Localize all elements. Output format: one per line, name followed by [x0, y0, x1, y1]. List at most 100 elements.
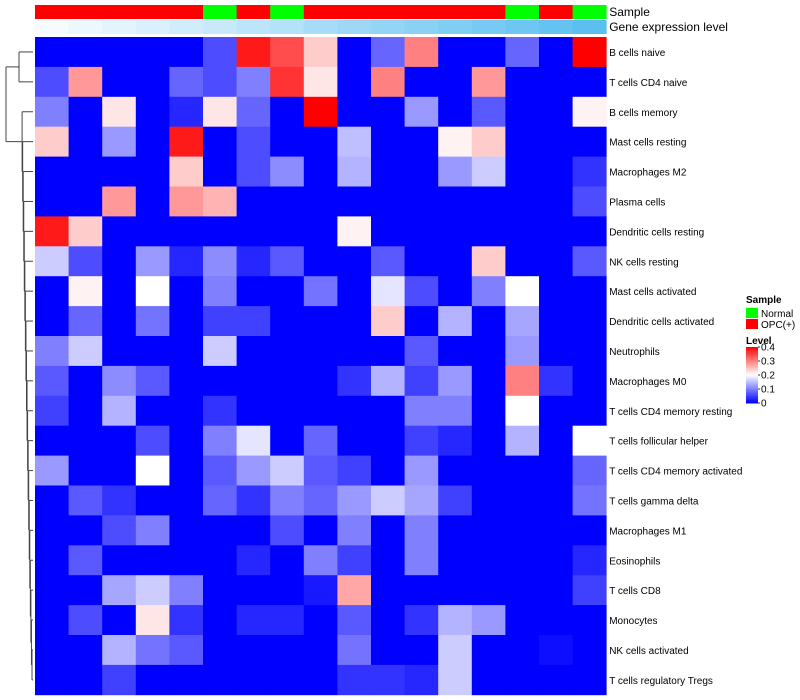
heatmap-cell [539, 126, 573, 157]
level-legend-gradient-step [746, 361, 758, 363]
heatmap-cell [303, 425, 338, 456]
heatmap-cell [404, 276, 439, 307]
heatmap-cell [438, 395, 473, 427]
sample-annotation-cell [35, 5, 69, 19]
heatmap-cell [236, 186, 271, 217]
level-legend-gradient-step [746, 394, 758, 397]
heatmap-cell [572, 126, 607, 157]
heatmap-cell [68, 605, 103, 636]
heatmap-cell [572, 455, 607, 486]
heatmap-cell [270, 664, 305, 696]
heatmap-cell [371, 96, 405, 128]
heatmap-cell [236, 126, 271, 157]
heatmap-cell [169, 605, 204, 636]
heatmap-cell [35, 365, 69, 397]
level-legend-gradient-step [746, 376, 758, 379]
heatmap-cell [337, 216, 372, 247]
row-label: Monocytes [609, 616, 657, 627]
heatmap-cell [539, 336, 573, 367]
heatmap-cell [471, 365, 506, 397]
heatmap-cell [572, 246, 607, 277]
heatmap-cell [572, 156, 607, 187]
heatmap-cell [438, 635, 473, 666]
heatmap-cell [471, 186, 506, 217]
heatmap-cell [303, 515, 338, 546]
heatmap-cell [169, 156, 204, 187]
heatmap-cell [169, 336, 204, 367]
heatmap-cell [68, 365, 103, 397]
heatmap-cell [471, 96, 506, 128]
heatmap-cell [169, 485, 204, 516]
heatmap-cell [102, 336, 137, 367]
heatmap-cell [404, 395, 439, 427]
heatmap-cell [236, 605, 271, 636]
heatmap-cell [371, 455, 405, 486]
level-legend-tick-label: 0.4 [761, 343, 775, 354]
gene-expression-track-label: Gene expression level [609, 20, 728, 34]
gene-expression-annotation-cell [203, 20, 237, 34]
gene-expression-annotation-cell [135, 20, 170, 34]
heatmap-cell [102, 186, 137, 217]
heatmap-cell [539, 515, 573, 546]
heatmap-cell [102, 216, 137, 247]
heatmap-cell [68, 246, 103, 277]
heatmap-cell [203, 186, 237, 217]
row-label: NK cells resting [609, 257, 678, 268]
heatmap-cell [505, 216, 540, 247]
heatmap-cell [102, 664, 137, 696]
heatmap-cell [68, 635, 103, 666]
heatmap-cell [572, 37, 607, 68]
heatmap-cell [102, 37, 137, 68]
gene-expression-annotation-cell [572, 20, 607, 34]
gene-expression-annotation-cell [35, 20, 69, 34]
heatmap-cell [236, 216, 271, 247]
heatmap-cell [102, 126, 137, 157]
heatmap-cell [203, 395, 237, 427]
heatmap-cell [203, 485, 237, 516]
heatmap-cell [303, 365, 338, 397]
heatmap-cell [337, 425, 372, 456]
heatmap-cell [572, 635, 607, 666]
heatmap-cell [371, 216, 405, 247]
heatmap-cell [505, 156, 540, 187]
heatmap-cell [236, 545, 271, 576]
heatmap-cell [68, 455, 103, 486]
heatmap-cell [404, 37, 439, 68]
heatmap-cell [303, 126, 338, 157]
heatmap-cell [471, 246, 506, 277]
heatmap-cell [471, 276, 506, 307]
heatmap-cell [539, 216, 573, 247]
heatmap-cell [169, 37, 204, 68]
row-label: B cells naive [609, 48, 666, 59]
heatmap-cell [270, 365, 305, 397]
heatmap-cell [135, 216, 170, 247]
heatmap-cell [539, 186, 573, 217]
heatmap-cell [236, 306, 271, 337]
heatmap-cell [404, 664, 439, 696]
sample-legend-label: Normal [761, 309, 793, 320]
heatmap-cell [404, 216, 439, 247]
sample-track-label: Sample [609, 5, 650, 19]
level-legend-gradient-step [746, 369, 758, 372]
heatmap-cell [35, 664, 69, 696]
heatmap-cell [135, 425, 170, 456]
heatmap-cell [572, 605, 607, 636]
heatmap-cell [471, 216, 506, 247]
heatmap-cell [270, 635, 305, 666]
heatmap-cell [438, 365, 473, 397]
heatmap-cell [135, 545, 170, 576]
row-label: T cells CD8 [609, 586, 661, 597]
heatmap-cell [135, 246, 170, 277]
level-legend-gradient-step [746, 348, 758, 351]
heatmap-cell [35, 66, 69, 98]
heatmap-cell [203, 635, 237, 666]
heatmap-cell [572, 306, 607, 337]
heatmap-cell [471, 664, 506, 696]
heatmap-cell [539, 485, 573, 516]
heatmap-cell [236, 365, 271, 397]
heatmap-cell [371, 635, 405, 666]
heatmap-cell [505, 365, 540, 397]
heatmap-cell [539, 605, 573, 636]
heatmap-cell [572, 515, 607, 546]
